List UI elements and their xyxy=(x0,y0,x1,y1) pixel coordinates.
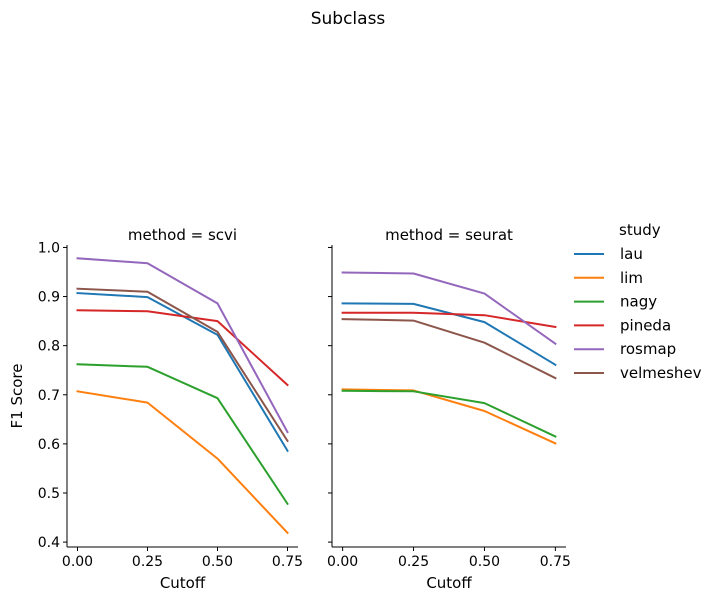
y-tick-label: 1.0 xyxy=(38,240,60,256)
x-tick-label: 0.50 xyxy=(469,554,500,570)
y-tick-label: 0.4 xyxy=(38,535,60,551)
legend-label: lau xyxy=(620,245,643,263)
series-line-nagy xyxy=(76,363,289,506)
x-tick-label: 0.75 xyxy=(540,554,571,570)
legend-label: velmeshev xyxy=(620,364,702,382)
series-line-pineda xyxy=(76,309,289,387)
x-tick-label: 0.00 xyxy=(327,554,358,570)
legend-label: rosmap xyxy=(620,340,676,358)
y-tick-label: 0.6 xyxy=(38,437,60,453)
panels: method = scvi 0.4 0.5 0.6 0.7 0.8 0.9 1.0 0.00 0.… xyxy=(8,226,571,592)
panel-2: method = seurat 0.00 0.25 0.50 0.75 Cutoff xyxy=(327,226,571,592)
legend-item-lau: lau xyxy=(574,245,643,263)
series-line-rosmap xyxy=(341,271,557,346)
series-line-velmeshev xyxy=(341,318,557,380)
y-tick-label: 0.5 xyxy=(38,486,60,502)
legend-item-lim: lim xyxy=(574,269,643,287)
legend: study lau lim nagy pineda rosmap velmeshev xyxy=(574,221,702,382)
legend-item-nagy: nagy xyxy=(574,293,657,311)
y-axis-label: F1 Score xyxy=(8,364,26,429)
panel-title: method = scvi xyxy=(128,226,237,244)
y-tick-label: 0.9 xyxy=(38,290,60,306)
x-axis-label: Cutoff xyxy=(426,574,472,592)
series-line-rosmap xyxy=(76,257,289,434)
series-line-lim xyxy=(341,388,557,445)
panel-title: method = seurat xyxy=(385,226,513,244)
x-tick-label: 0.75 xyxy=(272,554,303,570)
series-line-velmeshev xyxy=(76,287,289,443)
legend-item-velmeshev: velmeshev xyxy=(574,364,702,382)
legend-label: pineda xyxy=(620,316,671,334)
figure-title: Subclass xyxy=(311,9,386,29)
legend-label: lim xyxy=(620,269,643,287)
legend-item-pineda: pineda xyxy=(574,316,671,334)
legend-label: nagy xyxy=(620,293,657,311)
y-tick-label: 0.8 xyxy=(38,339,60,355)
legend-title: study xyxy=(619,221,661,239)
series-line-pineda xyxy=(341,311,557,329)
series-line-lim xyxy=(76,390,289,535)
panel-1: method = scvi 0.4 0.5 0.6 0.7 0.8 0.9 1.0 0.00 0.… xyxy=(8,226,303,592)
x-tick-label: 0.25 xyxy=(132,554,163,570)
y-tick-label: 0.7 xyxy=(38,388,60,404)
x-tick-label: 0.50 xyxy=(202,554,233,570)
x-tick-label: 0.00 xyxy=(62,554,93,570)
legend-item-rosmap: rosmap xyxy=(574,340,676,358)
x-tick-label: 0.25 xyxy=(398,554,429,570)
series-line-nagy xyxy=(341,389,557,438)
x-axis-label: Cutoff xyxy=(160,574,206,592)
